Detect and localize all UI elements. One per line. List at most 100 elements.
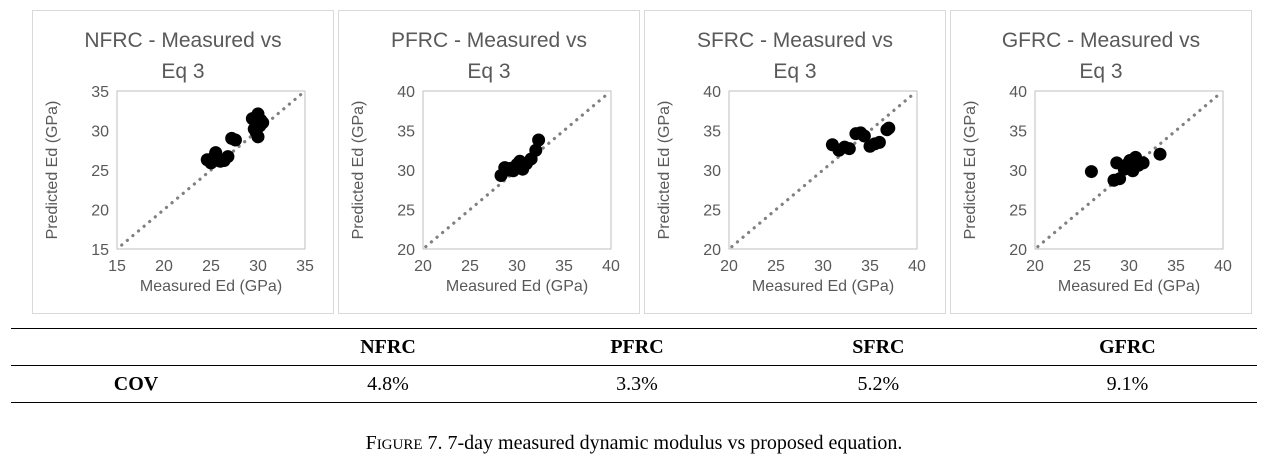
data-point <box>529 143 543 157</box>
plot-area-frame <box>728 90 918 250</box>
y-tick-label: 25 <box>91 163 109 180</box>
data-point <box>882 121 896 135</box>
table-header-cell: PFRC <box>515 328 759 366</box>
scatter-plot: 20 25 30 35 40 20 25 30 35 40 Measured Ed (GPa) Pre… <box>350 84 620 295</box>
plot-area-frame <box>422 90 612 250</box>
x-tick-label: 40 <box>1214 258 1232 275</box>
x-tick-label: 35 <box>296 258 314 275</box>
x-axis-label: Measured Ed (GPa) <box>140 278 282 295</box>
reference-line <box>1036 91 1222 249</box>
y-tick-label: 40 <box>1009 84 1027 101</box>
chart-title-line: Eq 3 <box>773 60 817 83</box>
data-point <box>228 133 242 147</box>
plot-area-frame <box>116 90 306 250</box>
table-cell: 4.8% <box>261 365 516 403</box>
x-tick-label: 35 <box>1167 258 1185 275</box>
caption-prefix-cap: F <box>365 432 377 454</box>
chart-panel-pfrc: PFRC - Measured vs Eq 3 20 25 30 35 40 20 25 30… <box>338 10 640 314</box>
data-point <box>1084 165 1098 179</box>
chart-title-line: PFRC - Measured vs <box>390 29 588 52</box>
x-tick-label: 35 <box>555 258 573 275</box>
y-axis-label: Predicted Ed (GPa) <box>350 101 367 240</box>
y-axis-label: Predicted Ed (GPa) <box>44 101 61 240</box>
x-tick-label: 30 <box>1120 258 1138 275</box>
chart-title: PFRC - Measured vs Eq 3 <box>339 25 639 87</box>
y-tick-label: 25 <box>397 203 415 220</box>
x-axis-label: Measured Ed (GPa) <box>752 278 894 295</box>
y-tick-label: 25 <box>703 203 721 220</box>
x-tick-label: 25 <box>461 258 479 275</box>
plot-area-frame <box>1034 90 1224 250</box>
caption-prefix-small: IGURE <box>376 437 423 453</box>
y-tick-label: 25 <box>1009 203 1027 220</box>
y-tick-label: 30 <box>91 124 109 141</box>
y-tick-label: 30 <box>703 163 721 180</box>
chart-title-line: GFRC - Measured vs <box>1001 29 1201 52</box>
y-tick-label: 15 <box>91 242 109 259</box>
y-tick-label: 20 <box>397 242 415 259</box>
x-tick-label: 40 <box>602 258 620 275</box>
chart-title: NFRC - Measured vs Eq 3 <box>33 25 333 87</box>
x-tick-label: 25 <box>767 258 785 275</box>
y-tick-label: 20 <box>91 203 109 220</box>
y-axis-label: Predicted Ed (GPa) <box>962 101 979 240</box>
y-tick-label: 35 <box>1009 124 1027 141</box>
table-cell: 5.2% <box>758 365 998 403</box>
y-tick-label: 35 <box>397 124 415 141</box>
x-axis-label: Measured Ed (GPa) <box>446 278 588 295</box>
charts-row: NFRC - Measured vs Eq 3 15 20 25 30 35 15 20 25… <box>32 10 1256 316</box>
table-header-row: NFRC PFRC SFRC GFRC <box>11 328 1257 366</box>
y-tick-label: 40 <box>703 84 721 101</box>
x-tick-label: 20 <box>720 258 738 275</box>
scatter-plot: 15 20 25 30 35 15 20 25 30 35 Measured Ed (GPa) Pre… <box>44 84 314 295</box>
x-tick-label: 30 <box>508 258 526 275</box>
x-tick-label: 25 <box>1073 258 1091 275</box>
data-point <box>842 142 856 156</box>
y-axis-label: Predicted Ed (GPa) <box>656 101 673 240</box>
y-tick-label: 30 <box>397 163 415 180</box>
y-tick-label: 30 <box>1009 163 1027 180</box>
table-header-cell: GFRC <box>997 328 1257 366</box>
chart-title-line: Eq 3 <box>161 60 205 83</box>
chart-panel-nfrc: NFRC - Measured vs Eq 3 15 20 25 30 35 15 20 25… <box>32 10 334 314</box>
x-tick-label: 30 <box>814 258 832 275</box>
x-tick-label: 40 <box>908 258 926 275</box>
x-tick-label: 15 <box>108 258 126 275</box>
reference-line <box>424 91 610 249</box>
table-cell: 9.1% <box>997 365 1257 403</box>
chart-title-line: Eq 3 <box>467 60 511 83</box>
data-point <box>253 119 267 133</box>
chart-panel-sfrc: SFRC - Measured vs Eq 3 20 25 30 35 40 20 25 30… <box>644 10 946 314</box>
data-point <box>872 135 886 149</box>
chart-title-line: SFRC - Measured vs <box>696 29 894 52</box>
table-cell: 3.3% <box>515 365 759 403</box>
table-header-cell: NFRC <box>261 328 516 366</box>
data-point <box>1153 147 1167 161</box>
chart-title: GFRC - Measured vs Eq 3 <box>951 25 1251 87</box>
table-header-cell <box>11 328 261 366</box>
y-tick-label: 35 <box>91 84 109 101</box>
y-tick-label: 20 <box>1009 242 1027 259</box>
cov-table: NFRC PFRC SFRC GFRC COV 4.8% 3.3% 5.2% 9… <box>11 328 1257 403</box>
data-point <box>1136 156 1150 170</box>
x-tick-label: 20 <box>414 258 432 275</box>
x-tick-label: 25 <box>202 258 220 275</box>
scatter-plot: 20 25 30 35 40 20 25 30 35 40 Measured Ed (GPa) Pre… <box>962 84 1232 295</box>
x-tick-label: 20 <box>155 258 173 275</box>
chart-panel-gfrc: GFRC - Measured vs Eq 3 20 25 30 35 40 20 25 30… <box>950 10 1252 314</box>
figure-caption: FIGURE 7. 7-day measured dynamic modulus… <box>0 432 1268 455</box>
x-axis-label: Measured Ed (GPa) <box>1058 278 1200 295</box>
reference-line <box>730 91 916 249</box>
table-row-label: COV <box>11 365 261 403</box>
data-point <box>251 130 265 144</box>
x-tick-label: 35 <box>861 258 879 275</box>
table-header-cell: SFRC <box>758 328 998 366</box>
data-point <box>221 150 235 164</box>
y-tick-label: 40 <box>397 84 415 101</box>
data-point <box>532 133 546 147</box>
x-tick-label: 20 <box>1026 258 1044 275</box>
scatter-plot: 20 25 30 35 40 20 25 30 35 40 Measured Ed (GPa) Pre… <box>656 84 926 295</box>
table-row: COV 4.8% 3.3% 5.2% 9.1% <box>11 365 1257 403</box>
chart-title-line: NFRC - Measured vs <box>84 29 282 52</box>
data-point <box>857 129 871 143</box>
